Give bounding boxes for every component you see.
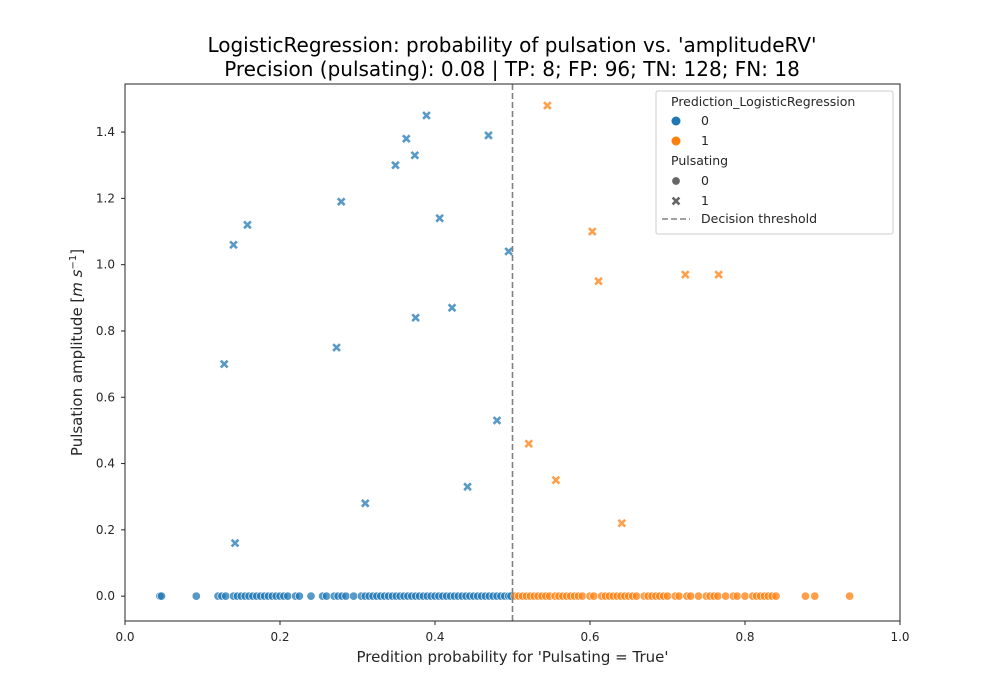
- legend-style-label-0: 0: [701, 173, 709, 188]
- y-axis-label-exponent: −1: [68, 255, 79, 270]
- circle-point-pred1-puls0: [810, 591, 820, 601]
- x-tick-label: 1.0: [890, 630, 909, 644]
- circle-point-pred1-puls0: [631, 591, 641, 601]
- x-tick-label: 0.4: [425, 630, 444, 644]
- x-point-pred0-puls1: [435, 213, 444, 223]
- circle-point-pred0-puls0: [156, 591, 166, 601]
- points-layer: [155, 101, 855, 601]
- circle-point-pred1-puls0: [686, 591, 696, 601]
- circle-point-pred1-puls0: [693, 591, 703, 601]
- legend-hue-entries: 01: [671, 113, 709, 148]
- x-point-pred1-puls1: [588, 227, 597, 236]
- circle-point-pred0-puls0: [221, 591, 231, 601]
- plot-area-frame: [124, 83, 901, 622]
- circle-point-pred0-puls0: [349, 591, 359, 601]
- circle-point-pred0-puls0: [283, 591, 293, 601]
- circle-point-pred1-puls0: [732, 591, 742, 601]
- x-point-pred0-puls1: [504, 247, 513, 256]
- circle-point-pred1-puls0: [771, 591, 781, 601]
- legend-hue-label-1: 1: [701, 133, 709, 148]
- circle-point-pred1-puls0: [662, 591, 672, 601]
- x-point-pred1-puls1: [594, 276, 603, 286]
- x-point-pred0-puls1: [391, 160, 400, 170]
- circle-point-pred0-puls0: [306, 591, 316, 601]
- x-axis-ticks: 0.0 0.2 0.4 0.6 0.8 1.0: [115, 621, 910, 644]
- chart-title: LogisticRegression: probability of pulsa…: [207, 33, 816, 57]
- circle-point-pred0-puls0: [294, 591, 304, 601]
- x-point-pred0-puls1: [229, 240, 238, 250]
- x-point-pred0-puls1: [332, 343, 341, 352]
- x-point-pred0-puls1: [410, 150, 420, 160]
- circle-point-pred1-puls0: [674, 591, 684, 601]
- legend-marker-x: [671, 196, 681, 206]
- y-tick-label: 1.2: [96, 191, 115, 205]
- y-tick-label: 0.0: [96, 589, 115, 603]
- x-tick-label: 0.6: [580, 630, 599, 644]
- x-point-pred1-puls1: [681, 270, 690, 279]
- x-point-pred0-puls1: [230, 538, 240, 548]
- y-tick-label: 1.4: [96, 125, 115, 139]
- x-point-pred0-puls1: [447, 303, 457, 313]
- circle-point-pred1-puls0: [589, 591, 599, 601]
- legend-box: [655, 90, 894, 235]
- x-point-pred0-puls1: [360, 499, 370, 508]
- legend-marker-circle: [671, 176, 681, 186]
- x-tick-label: 0.0: [115, 630, 134, 644]
- circle-point-pred1-puls0: [845, 591, 855, 601]
- x-point-pred1-puls1: [543, 101, 552, 110]
- x-point-pred1-puls1: [714, 270, 723, 279]
- x-point-pred0-puls1: [336, 197, 346, 206]
- y-axis-label-close: ]: [68, 249, 86, 255]
- circle-point-pred1-puls0: [800, 591, 810, 601]
- circle-point-pred1-puls0: [740, 591, 750, 601]
- x-point-pred0-puls1: [422, 111, 431, 120]
- legend-style-label-1: 1: [701, 193, 709, 208]
- circle-point-pred1-puls0: [721, 591, 731, 601]
- y-tick-label: 0.8: [96, 324, 115, 338]
- x-point-pred0-puls1: [484, 131, 493, 140]
- circle-point-pred1-puls0: [713, 591, 723, 601]
- x-point-pred0-puls1: [219, 359, 229, 369]
- x-tick-label: 0.2: [270, 630, 289, 644]
- chart-subtitle: Precision (pulsating): 0.08 | TP: 8; FP:…: [224, 57, 800, 81]
- y-axis-label-unit: m s: [68, 269, 86, 296]
- legend-style-entries: 01: [671, 173, 709, 208]
- x-point-pred0-puls1: [243, 220, 252, 230]
- x-point-pred0-puls1: [492, 416, 502, 425]
- x-tick-label: 0.8: [735, 630, 754, 644]
- x-point-pred1-puls1: [551, 475, 561, 485]
- legend-threshold-label: Decision threshold: [701, 211, 817, 226]
- x-point-pred0-puls1: [463, 482, 472, 492]
- y-axis-label: Pulsation amplitude [m s−1]: [68, 249, 86, 456]
- legend-hue-title: Prediction_LogisticRegression: [671, 94, 855, 109]
- y-tick-label: 1.0: [96, 258, 115, 272]
- circle-point-pred0-puls0: [321, 591, 331, 601]
- y-tick-label: 0.4: [96, 457, 115, 471]
- legend: Prediction_LogisticRegression 01 Pulsati…: [655, 90, 894, 235]
- circle-point-pred0-puls0: [191, 591, 201, 601]
- x-point-pred1-puls1: [617, 518, 627, 528]
- x-point-pred0-puls1: [411, 313, 420, 323]
- circle-point-pred0-puls0: [341, 591, 351, 601]
- x-point-pred0-puls1: [402, 134, 411, 144]
- y-axis-label-text: Pulsation amplitude [: [68, 297, 86, 456]
- y-tick-label: 0.2: [96, 523, 115, 537]
- x-axis-label: Predition probability for 'Pulsating = T…: [357, 648, 669, 666]
- y-tick-label: 0.6: [96, 390, 115, 404]
- legend-swatch-0: [671, 116, 681, 126]
- legend-hue-label-0: 0: [701, 113, 709, 128]
- legend-style-title: Pulsating: [671, 153, 728, 168]
- circle-point-pred1-puls0: [577, 591, 587, 601]
- legend-swatch-1: [671, 136, 681, 146]
- x-point-pred1-puls1: [524, 439, 534, 448]
- y-axis-ticks: 0.0 0.2 0.4 0.6 0.8 1.0 1.2 1.4: [96, 125, 125, 603]
